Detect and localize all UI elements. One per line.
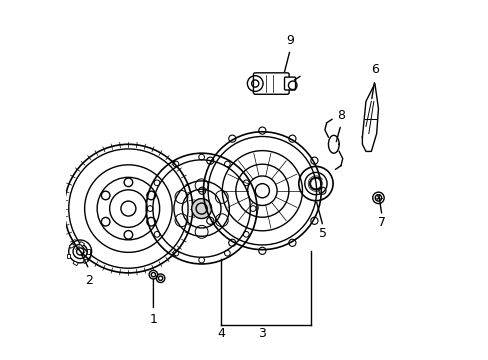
Text: 9: 9 [285, 34, 294, 47]
Bar [73, 261, 78, 266]
Text: 1: 1 [149, 313, 157, 326]
Text: 5: 5 [319, 227, 326, 240]
Text: 4: 4 [217, 327, 225, 340]
Text: 6: 6 [370, 63, 378, 76]
Bar [83, 259, 88, 264]
Text: 2: 2 [85, 274, 93, 287]
Text: 8: 8 [336, 109, 344, 122]
FancyBboxPatch shape [253, 73, 288, 94]
Circle shape [191, 199, 211, 219]
Text: 7: 7 [377, 216, 385, 229]
Text: 3: 3 [258, 327, 266, 340]
Bar [79, 242, 84, 246]
Bar [87, 249, 90, 253]
Bar [67, 253, 70, 258]
FancyBboxPatch shape [284, 77, 295, 90]
Bar [69, 244, 74, 248]
